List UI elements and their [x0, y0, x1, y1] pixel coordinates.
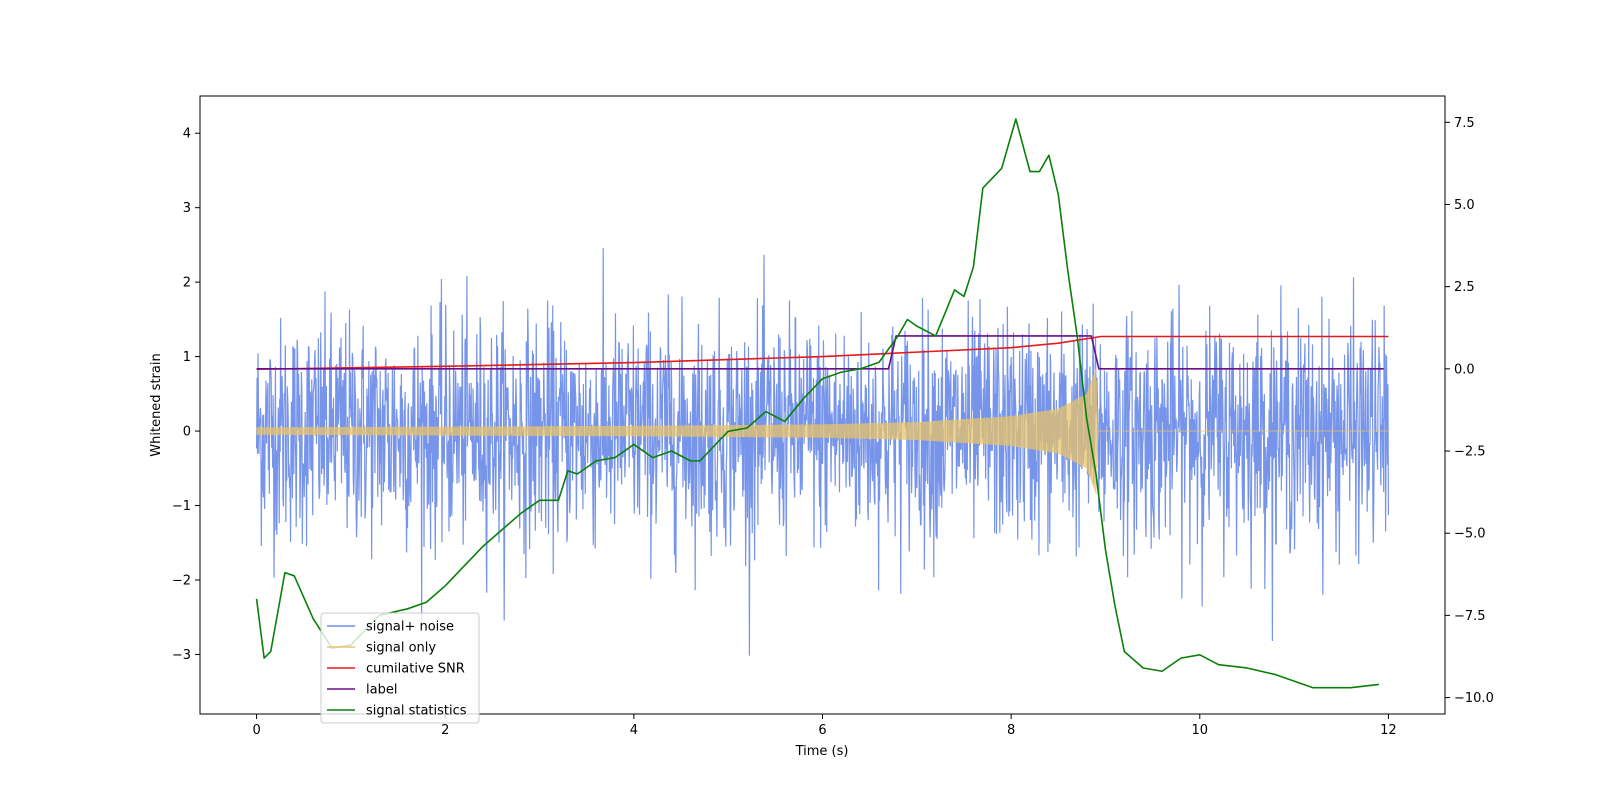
y-axis-left-label: Whitened strain	[149, 353, 164, 456]
y-right-tick-label: 2.5	[1454, 280, 1475, 295]
x-tick-label: 8	[1007, 723, 1015, 738]
y-right-tick-label: −2.5	[1454, 445, 1486, 460]
legend-entry: signal statistics	[366, 704, 467, 719]
legend: signal+ noise signal only cumilative SNR la…	[320, 612, 480, 724]
y-right-tick-label: 7.5	[1454, 116, 1475, 131]
series-layer	[255, 118, 1390, 689]
y-left-tick-label: 2	[183, 276, 191, 291]
legend-entry: signal only	[366, 641, 436, 656]
legend-entry: label	[366, 683, 397, 698]
y-right-tick-label: −7.5	[1454, 609, 1486, 624]
x-tick-label: 10	[1191, 723, 1208, 738]
series-signal-noise	[255, 248, 1390, 656]
legend-frame	[320, 612, 480, 724]
x-tick-label: 6	[818, 723, 826, 738]
legend-entry: cumilative SNR	[366, 662, 465, 677]
y-right-tick-label: −5.0	[1454, 527, 1486, 542]
legend-entry: signal+ noise	[366, 620, 454, 635]
y-left-tick-label: 0	[183, 425, 191, 440]
y-axis-left: −3 −2 −1 0 1 2 3 4	[172, 127, 200, 663]
y-left-tick-label: 1	[183, 350, 191, 365]
y-left-tick-label: 4	[183, 127, 191, 142]
x-axis: 0 2 4 6 8 10 12	[252, 714, 1397, 738]
series-signal-statistics	[255, 118, 1380, 689]
x-tick-label: 4	[630, 723, 638, 738]
y-right-tick-label: 0.0	[1454, 362, 1475, 377]
y-axis-right: −10.0 −7.5 −5.0 −2.5 0.0 2.5 5.0 7.5	[1445, 116, 1494, 706]
y-left-tick-label: 3	[183, 201, 191, 216]
series-label	[256, 335, 1384, 370]
y-left-tick-label: −3	[172, 648, 191, 663]
y-left-tick-label: −1	[172, 499, 191, 514]
series-cumulative-snr	[256, 335, 1389, 371]
series-signal-only	[256, 368, 1389, 495]
x-tick-label: 2	[441, 723, 449, 738]
x-tick-label: 12	[1380, 723, 1397, 738]
x-axis-label: Time (s)	[795, 744, 849, 759]
y-left-tick-label: −2	[172, 573, 191, 588]
x-tick-label: 0	[252, 723, 260, 738]
y-right-tick-label: −10.0	[1454, 691, 1494, 706]
y-right-tick-label: 5.0	[1454, 198, 1475, 213]
